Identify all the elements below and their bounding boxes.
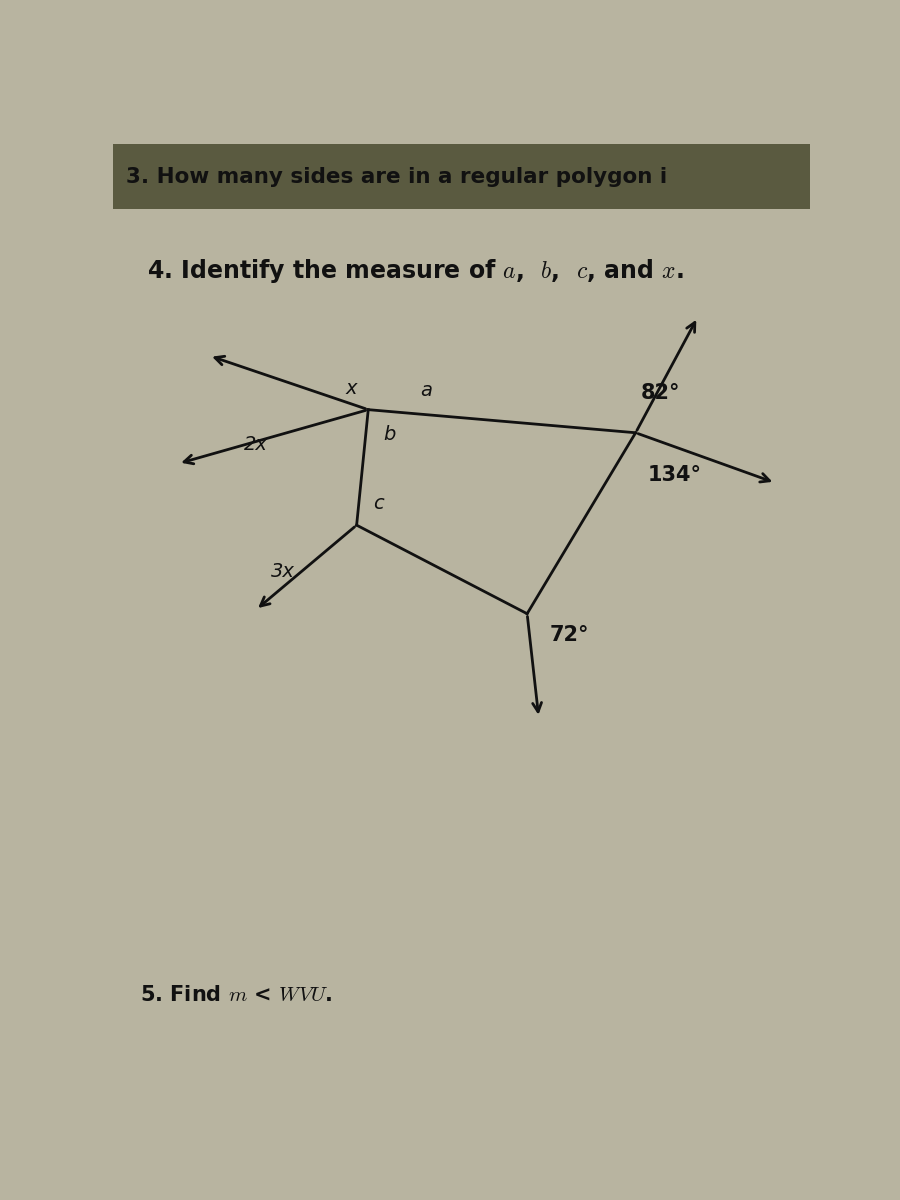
Text: 3x: 3x bbox=[271, 562, 295, 581]
Text: 4. Identify the measure of $a$,  $b$,  $c$, and $x$.: 4. Identify the measure of $a$, $b$, $c$… bbox=[148, 257, 684, 286]
Text: a: a bbox=[420, 380, 432, 400]
Text: 72°: 72° bbox=[550, 625, 590, 646]
FancyBboxPatch shape bbox=[112, 144, 810, 210]
Text: 5. Find $m$ < $WVU$.: 5. Find $m$ < $WVU$. bbox=[140, 985, 332, 1004]
Text: 82°: 82° bbox=[641, 383, 680, 403]
Text: x: x bbox=[346, 378, 357, 397]
Text: b: b bbox=[383, 425, 396, 444]
Text: 3. How many sides are in a regular polygon i: 3. How many sides are in a regular polyg… bbox=[126, 167, 668, 187]
Text: c: c bbox=[373, 494, 383, 514]
Text: 134°: 134° bbox=[647, 466, 701, 485]
Text: 2x: 2x bbox=[244, 434, 268, 454]
